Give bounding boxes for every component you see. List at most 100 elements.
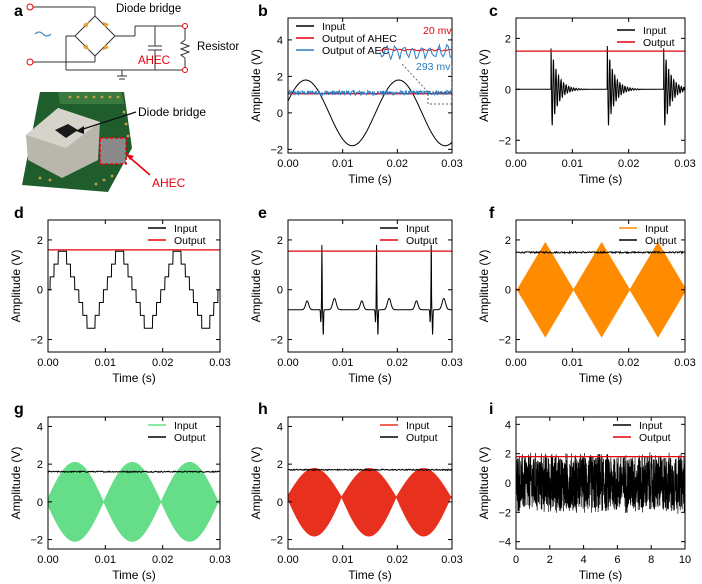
- plot-area-c: [516, 45, 685, 126]
- x-tick-label-f: 0.00: [505, 357, 526, 369]
- axes-frame-g: [47, 416, 221, 550]
- plot-area-e: [288, 244, 452, 335]
- y-tick-label-g: 0: [37, 497, 43, 509]
- y-tick-label-i: 2: [505, 449, 511, 461]
- x-tick-label-g: 0.00: [37, 554, 58, 566]
- photo-diode-bridge-label: Diode bridge: [138, 105, 206, 119]
- panel-c: c 0.00 0.01 0.02 0.03 −2 0 2 Time (s) Amplitude …: [477, 3, 696, 186]
- panel-label-d: d: [14, 205, 24, 222]
- x-tick-label-f: 0.02: [618, 357, 639, 369]
- legend-label-h: Output: [406, 432, 438, 444]
- annotation-293mv: 293 mv: [416, 61, 451, 73]
- y-tick-label-d: −2: [30, 335, 43, 347]
- legend-label-c: Output: [643, 37, 675, 49]
- panel-label-f: f: [489, 205, 495, 222]
- series-g-output: [48, 470, 220, 474]
- diode-icon: [103, 22, 109, 28]
- plot-f: 0.00 0.01 0.02 0.03 −2 0 2 Time (s) Amplitude (V…: [477, 219, 696, 385]
- diode-icon: [103, 44, 109, 50]
- y-tick-label-c: −2: [498, 135, 511, 147]
- y-tick-label-e: −2: [270, 335, 283, 347]
- y-axis-label-c: Amplitude (V): [477, 49, 491, 122]
- legend-label-c: Input: [643, 25, 666, 37]
- x-tick-label-h: 0.02: [387, 554, 408, 566]
- legend-label-b: Output of AHEC: [322, 33, 397, 45]
- axes-frame-h: [287, 416, 453, 550]
- y-tick-label-i: −2: [498, 507, 511, 519]
- y-tick-label-b: 4: [277, 35, 283, 47]
- y-tick-label-f: 0: [505, 285, 511, 297]
- x-tick-label-d: 0.03: [209, 357, 230, 369]
- x-tick-label-f: 0.03: [674, 357, 695, 369]
- series-f-output: [516, 250, 685, 255]
- legend-label-d: Input: [174, 223, 197, 235]
- legend-label-g: Input: [174, 420, 197, 432]
- panel-b: b 0.00 0.01 0.02 0.03 −2 0 2 4 Time (s) Amplitude…: [249, 3, 463, 186]
- y-axis-label-b: Amplitude (V): [249, 49, 263, 122]
- y-tick-label-e: 0: [277, 285, 283, 297]
- y-tick-label-h: 0: [277, 497, 283, 509]
- panel-label-g: g: [14, 401, 24, 418]
- plot-area-f: [516, 241, 685, 338]
- module-hole: [55, 124, 78, 138]
- axes-frame-d: [47, 219, 221, 353]
- diode-icon: [83, 22, 89, 28]
- series-g-input: [48, 462, 220, 542]
- plot-c: 0.00 0.01 0.02 0.03 −2 0 2 Time (s) Amplitude (V…: [477, 17, 696, 186]
- x-tick-label-h: 0.00: [277, 554, 298, 566]
- panel-label-b: b: [258, 3, 268, 20]
- schematic-ahec-label: AHEC: [138, 55, 170, 67]
- panel-e: e 0.00 0.01 0.02 0.03 −2 0 2 Time (s) Amplitude …: [249, 205, 463, 385]
- terminal-icon: [182, 23, 188, 29]
- y-tick-label-b: 2: [277, 71, 283, 83]
- x-tick-label-g: 0.02: [152, 554, 173, 566]
- axes-frame-c: [515, 17, 686, 154]
- panel-g: g 0.00 0.01 0.02 0.03 −2 0 2 4 Time (s) Amplitude…: [9, 401, 231, 582]
- y-tick-label-c: 2: [505, 33, 511, 45]
- y-tick-label-g: −2: [30, 535, 43, 547]
- x-tick-label-c: 0.01: [562, 158, 583, 170]
- y-axis-label-f: Amplitude (V): [477, 250, 491, 323]
- y-tick-label-i: 4: [505, 419, 511, 431]
- arrow-head-icon: [76, 126, 84, 134]
- legend-label-b: Output of AEC: [322, 45, 390, 57]
- x-tick-label-h: 0.01: [332, 554, 353, 566]
- plot-h: 0.00 0.01 0.02 0.03 −2 0 2 4 Time (s) Amplitude (…: [249, 416, 463, 582]
- axes-frame-f: [515, 219, 686, 353]
- legend-label-i: Output: [639, 432, 671, 444]
- series-b-input: [288, 79, 452, 147]
- diode-bridge-icon: [74, 15, 116, 57]
- x-axis-label-e: Time (s): [348, 371, 392, 385]
- y-tick-label-c: 0: [505, 84, 511, 96]
- y-tick-label-b: −2: [270, 144, 283, 156]
- y-tick-label-h: 4: [277, 421, 283, 433]
- y-axis-label-h: Amplitude (V): [249, 447, 263, 520]
- x-tick-label-e: 0.02: [387, 357, 408, 369]
- x-axis-label-b: Time (s): [348, 172, 392, 186]
- x-axis-label-d: Time (s): [112, 371, 156, 385]
- circuit-schematic: [26, 3, 191, 80]
- plot-e: 0.00 0.01 0.02 0.03 −2 0 2 Time (s) Amplitude (V…: [249, 219, 463, 385]
- x-tick-label-g: 0.01: [95, 554, 116, 566]
- diode-icon: [83, 44, 89, 50]
- plot-area-b: [288, 79, 452, 147]
- y-tick-label-h: −2: [270, 535, 283, 547]
- legend-label-i: Input: [639, 420, 662, 432]
- ac-source-icon: [34, 31, 52, 37]
- series-e-input: [288, 244, 452, 335]
- y-tick-label-d: 0: [37, 285, 43, 297]
- series-d-input: [48, 250, 220, 329]
- series-h-output: [288, 468, 452, 472]
- y-tick-label-g: 4: [37, 421, 43, 433]
- y-tick-label-f: 2: [505, 235, 511, 247]
- plot-area-i: [516, 452, 685, 514]
- plot-area-g: [48, 462, 220, 542]
- series-c-input: [516, 45, 685, 126]
- y-axis-label-e: Amplitude (V): [249, 250, 263, 323]
- y-tick-label-e: 2: [277, 235, 283, 247]
- y-tick-label-b: 0: [277, 108, 283, 120]
- plot-area-h: [288, 468, 452, 537]
- x-tick-label-e: 0.00: [277, 357, 298, 369]
- resistor-icon: [179, 39, 191, 59]
- panel-i: i 0 2 4 6 8 10 −4 −2 0 2 4 Time (s) Amplitude (V) Inp…: [477, 401, 691, 582]
